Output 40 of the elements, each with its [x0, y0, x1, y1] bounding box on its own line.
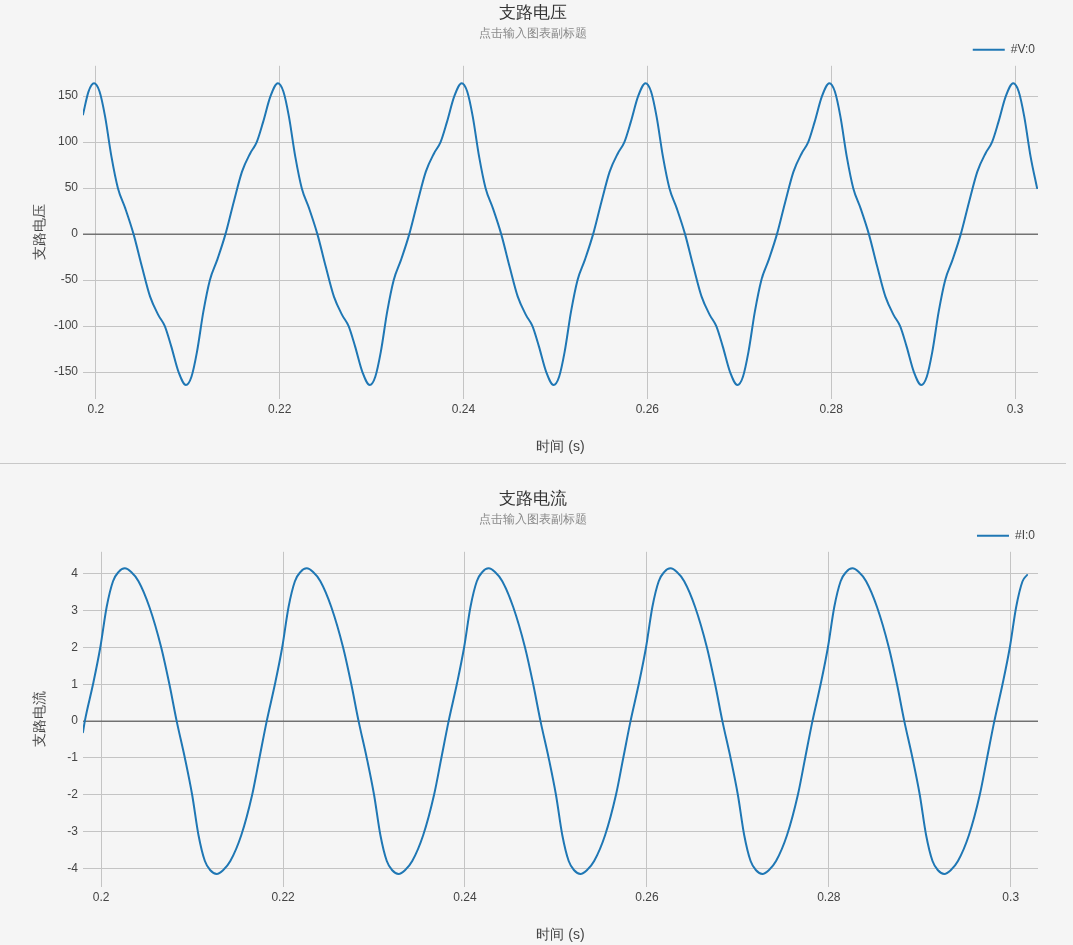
x-axis-title: 时间 (s) — [536, 926, 585, 943]
x-tick-label: 0.26 — [635, 890, 659, 905]
x-tick-label: 0.3 — [1006, 402, 1024, 417]
y-tick-label: -3 — [67, 823, 79, 838]
chart-title: 支路电压 — [499, 2, 567, 22]
x-tick-label: 0.3 — [1002, 890, 1020, 905]
x-tick-label: 0.26 — [635, 402, 660, 417]
legend-label: #V:0 — [1010, 42, 1036, 57]
line-series — [83, 567, 1029, 875]
y-tick-label: -50 — [60, 272, 79, 287]
y-tick-label: -150 — [53, 364, 79, 379]
y-tick-label: -2 — [67, 787, 79, 802]
y-tick-label: -4 — [67, 860, 79, 875]
y-tick-label: 1 — [71, 676, 79, 691]
x-tick-label: 0.2 — [92, 890, 110, 905]
y-tick-label: -1 — [67, 750, 79, 765]
y-axis-title: 支路电压 — [31, 204, 48, 261]
chart-subtitle: 点击输入图表副标题 — [479, 25, 587, 40]
y-tick-label: 0 — [71, 713, 79, 728]
x-tick-label: 0.22 — [268, 402, 292, 417]
y-tick-label: 100 — [57, 134, 79, 149]
y-tick-label: 0 — [71, 226, 79, 241]
x-tick-label: 0.22 — [271, 890, 296, 905]
legend-label: #I:0 — [1014, 528, 1036, 543]
y-tick-label: 150 — [57, 88, 79, 103]
chart-subtitle: 点击输入图表副标题 — [479, 511, 587, 526]
y-tick-label: 4 — [71, 566, 79, 581]
line-series — [83, 82, 1038, 386]
x-tick-label: 0.28 — [817, 890, 841, 905]
chart-title: 支路电流 — [499, 488, 567, 508]
y-axis-title: 支路电流 — [31, 691, 48, 748]
x-tick-label: 0.2 — [87, 402, 105, 417]
x-tick-label: 0.24 — [453, 890, 477, 905]
y-tick-label: 3 — [71, 603, 79, 618]
y-tick-label: 2 — [71, 639, 79, 654]
y-tick-label: -100 — [53, 318, 79, 333]
x-tick-label: 0.24 — [451, 402, 476, 417]
x-axis-title: 时间 (s) — [536, 438, 585, 455]
y-tick-label: 50 — [64, 180, 79, 195]
x-tick-label: 0.28 — [819, 402, 844, 417]
